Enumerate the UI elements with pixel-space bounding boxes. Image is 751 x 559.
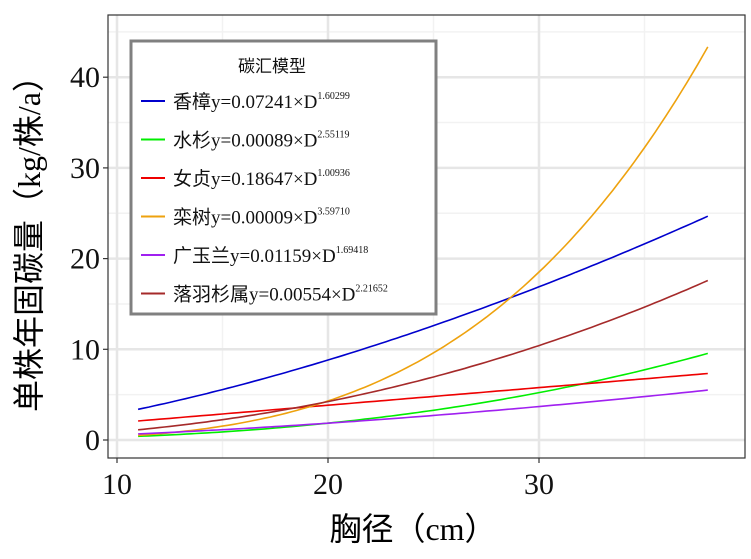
legend-formula: 水杉y=0.00089×D xyxy=(173,130,317,152)
legend-label: 广玉兰y=0.01159×D1.69418 xyxy=(173,245,368,267)
series-line-女贞 xyxy=(138,372,708,422)
legend-title: 碳汇模型 xyxy=(238,57,306,76)
legend-exponent: 2.21652 xyxy=(355,284,388,295)
series-line-落羽杉属 xyxy=(138,279,709,431)
legend-label: 落羽杉属y=0.00554×D2.21652 xyxy=(173,284,388,306)
series-lines xyxy=(137,46,709,438)
y-tick-label: 10 xyxy=(70,333,100,366)
y-tick-label: 40 xyxy=(70,61,100,94)
legend-formula: 落羽杉属y=0.00554×D xyxy=(173,284,355,306)
x-tick-label: 20 xyxy=(313,468,343,501)
series-line-香樟 xyxy=(137,215,709,411)
x-axis-label: 胸径（cm） xyxy=(329,511,496,547)
legend-exponent: 1.60299 xyxy=(317,91,350,102)
plot-panel-border xyxy=(107,14,746,459)
y-tick-label: 30 xyxy=(70,152,100,185)
legend-label: 栾树y=0.00009×D3.59710 xyxy=(173,207,350,229)
legend-formula: 栾树y=0.00009×D xyxy=(173,207,317,229)
series-line-广玉兰 xyxy=(138,389,708,435)
y-tick-label: 0 xyxy=(85,424,100,457)
legend-exponent: 3.59710 xyxy=(317,207,350,218)
y-axis-label: 单株年固碳量（kg/株/a） xyxy=(11,60,47,412)
series-line-栾树 xyxy=(138,46,709,437)
legend-formula: 香樟y=0.07241×D xyxy=(173,91,317,113)
legend: 碳汇模型 香樟y=0.07241×D1.60299水杉y=0.00089×D2.… xyxy=(129,39,438,316)
x-tick-label: 10 xyxy=(102,468,132,501)
legend-label: 香樟y=0.07241×D1.60299 xyxy=(173,91,350,113)
legend-formula: 女贞y=0.18647×D xyxy=(173,168,317,190)
y-tick-label: 20 xyxy=(70,243,100,276)
legend-label: 女贞y=0.18647×D1.00936 xyxy=(173,168,350,190)
legend-label: 水杉y=0.00089×D2.55119 xyxy=(173,130,350,152)
legend-box xyxy=(129,39,438,316)
legend-exponent: 2.55119 xyxy=(317,130,349,141)
legend-exponent: 1.00936 xyxy=(317,168,350,179)
x-tick-label: 30 xyxy=(524,468,554,501)
legend-formula: 广玉兰y=0.01159×D xyxy=(173,245,336,267)
series-line-水杉 xyxy=(138,352,709,438)
legend-exponent: 1.69418 xyxy=(336,245,369,256)
